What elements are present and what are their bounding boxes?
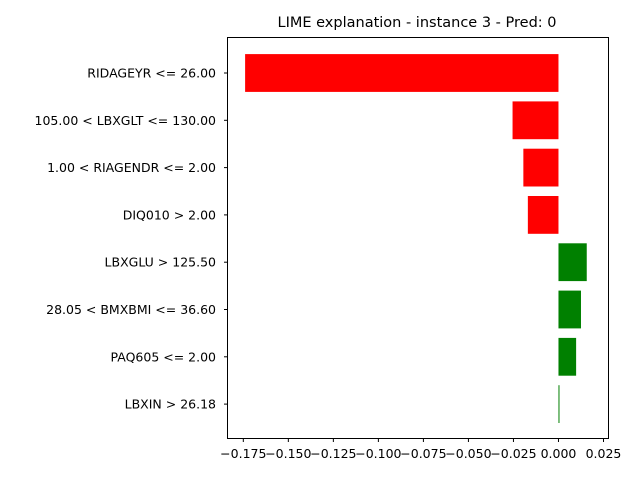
- bar-2: [512, 101, 559, 140]
- category-label: PAQ605 <= 2.00: [111, 349, 217, 364]
- x-tick-label: −0.100: [355, 446, 401, 461]
- bars-group: [245, 54, 587, 423]
- bar-5: [558, 243, 587, 282]
- x-tick-label: 0.025: [586, 446, 622, 461]
- category-label: LBXIN > 26.18: [125, 397, 216, 412]
- x-tick-label: −0.075: [400, 446, 446, 461]
- x-tick-label: −0.175: [220, 446, 266, 461]
- bar-7: [558, 337, 577, 376]
- category-label: 1.00 < RIAGENDR <= 2.00: [47, 160, 216, 175]
- bar-8: [558, 385, 560, 423]
- chart-title: LIME explanation - instance 3 - Pred: 0: [278, 15, 557, 31]
- axes-frame: [227, 37, 609, 439]
- bar-3: [523, 148, 559, 187]
- bar-4: [527, 196, 559, 234]
- category-label: 105.00 < LBXGLT <= 130.00: [35, 113, 217, 128]
- category-label: DIQ010 > 2.00: [123, 207, 216, 222]
- x-tick-label: −0.125: [310, 446, 356, 461]
- bar-1: [245, 54, 559, 92]
- category-label: RIDAGEYR <= 26.00: [87, 66, 216, 81]
- bar-6: [558, 290, 581, 329]
- x-tick-label: −0.050: [445, 446, 491, 461]
- x-tick-label: 0.000: [541, 446, 577, 461]
- category-label: 28.05 < BMXBMI <= 36.60: [46, 302, 216, 317]
- category-label: LBXGLU > 125.50: [105, 255, 216, 270]
- x-tick-label: −0.150: [265, 446, 311, 461]
- x-tick-label: −0.025: [490, 446, 536, 461]
- category-labels: RIDAGEYR <= 26.00 105.00 < LBXGLT <= 130.…: [35, 66, 228, 412]
- x-axis-ticks: −0.175−0.150−0.125−0.100−0.075−0.050−0.0…: [220, 438, 621, 461]
